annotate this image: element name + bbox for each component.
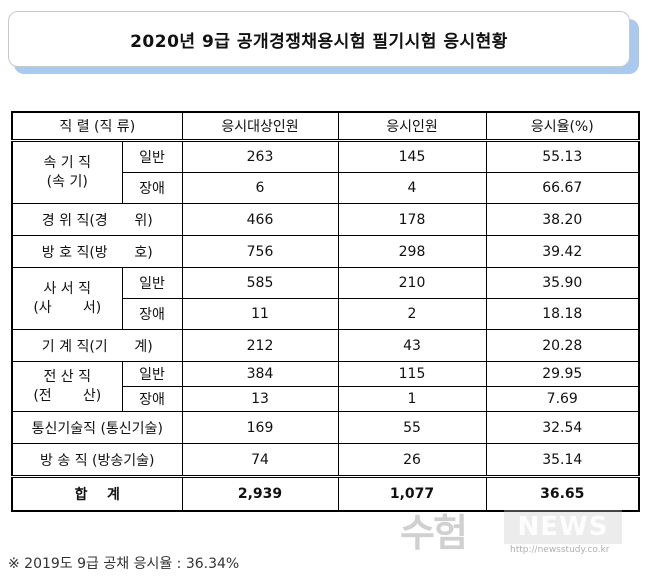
rate-cell: 35.90 [485,267,640,299]
series-label: 속 기 직 (속 기) [11,140,123,204]
total-applied: 1,077 [337,475,487,512]
series-label: 방 송 직 (방송기술) [11,443,183,477]
applied-cell: 298 [337,235,487,268]
series-label: 기 계 직(기 계) [11,329,183,362]
title-box: 2020년 9급 공개경쟁채용시험 필기시험 응시현황 [8,11,630,67]
total-target: 2,939 [181,475,339,512]
rate-cell: 66.67 [485,172,640,204]
applied-cell: 1 [337,386,487,412]
footnote: ※ 2019도 9급 공채 응시율 : 36.34% [8,556,240,572]
series-label: 방 호 직(방 호) [11,235,183,268]
table-header-row: 직 렬 (직 류) 응시대상인원 응시인원 응시율(%) [11,111,640,142]
applied-cell: 43 [337,329,487,362]
target-cell: 212 [181,329,339,362]
target-cell: 585 [181,267,339,299]
target-cell: 384 [181,361,339,387]
rate-cell: 35.14 [485,443,640,477]
target-cell: 74 [181,443,339,477]
table-row: 사 서 직 (사 서) 일반 585 210 35.90 [11,267,640,330]
table-row: 기 계 직(기 계) 212 43 20.28 [11,329,640,362]
applied-cell: 115 [337,361,487,387]
series-label: 사 서 직 (사 서) [11,267,123,330]
table-row: 방 송 직 (방송기술) 74 26 35.14 [11,443,640,477]
watermark-url: http://newsstudy.co.kr [510,545,610,555]
applied-cell: 145 [337,140,487,173]
header-target: 응시대상인원 [181,111,339,142]
exam-stats-table: 직 렬 (직 류) 응시대상인원 응시인원 응시율(%) 속 기 직 (속 기)… [11,111,641,512]
page-title: 2020년 9급 공개경쟁채용시험 필기시험 응시현황 [130,31,508,52]
target-cell: 466 [181,203,339,236]
table-row: 통신기술직 (통신기술) 169 55 32.54 [11,411,640,444]
watermark-news: NEWS [504,510,622,544]
table-row: 장애 13 1 7.69 [12,386,640,412]
applied-cell: 4 [337,172,487,204]
header-applied: 응시인원 [337,111,487,142]
target-cell: 11 [181,298,339,330]
table-row: 속 기 직 (속 기) 일반 263 145 55.13 [11,140,640,204]
target-cell: 6 [181,172,339,204]
rate-cell: 39.42 [485,235,640,268]
applied-cell: 26 [337,443,487,477]
applied-cell: 210 [337,267,487,299]
type-cell: 장애 [121,298,183,330]
rate-cell: 20.28 [485,329,640,362]
header-rate: 응시율(%) [485,111,640,142]
total-rate: 36.65 [485,475,640,512]
target-cell: 263 [181,140,339,173]
type-cell: 장애 [121,386,183,412]
table-row: 경 위 직(경 위) 466 178 38.20 [11,203,640,236]
applied-cell: 178 [337,203,487,236]
total-label: 합 계 [11,475,183,512]
target-cell: 13 [181,386,339,412]
type-cell: 일반 [121,267,183,299]
table-row: 장애 6 4 66.67 [12,172,640,204]
rate-cell: 18.18 [485,298,640,330]
type-cell: 장애 [121,172,183,204]
target-cell: 169 [181,411,339,444]
rate-cell: 32.54 [485,411,640,444]
rate-cell: 55.13 [485,140,640,173]
rate-cell: 29.95 [485,361,640,387]
series-label: 경 위 직(경 위) [11,203,183,236]
table-row: 방 호 직(방 호) 756 298 39.42 [11,235,640,268]
table-row: 전 산 직 (전 산) 일반 384 115 29.95 [11,361,640,412]
applied-cell: 55 [337,411,487,444]
table-row: 장애 11 2 18.18 [12,298,640,330]
type-cell: 일반 [121,140,183,173]
rate-cell: 38.20 [485,203,640,236]
rate-cell: 7.69 [485,386,640,412]
series-label: 전 산 직 (전 산) [11,361,123,412]
header-series: 직 렬 (직 류) [11,111,183,142]
target-cell: 756 [181,235,339,268]
type-cell: 일반 [121,361,183,387]
applied-cell: 2 [337,298,487,330]
total-row: 합 계 2,939 1,077 36.65 [11,475,640,512]
series-label: 통신기술직 (통신기술) [11,411,183,444]
